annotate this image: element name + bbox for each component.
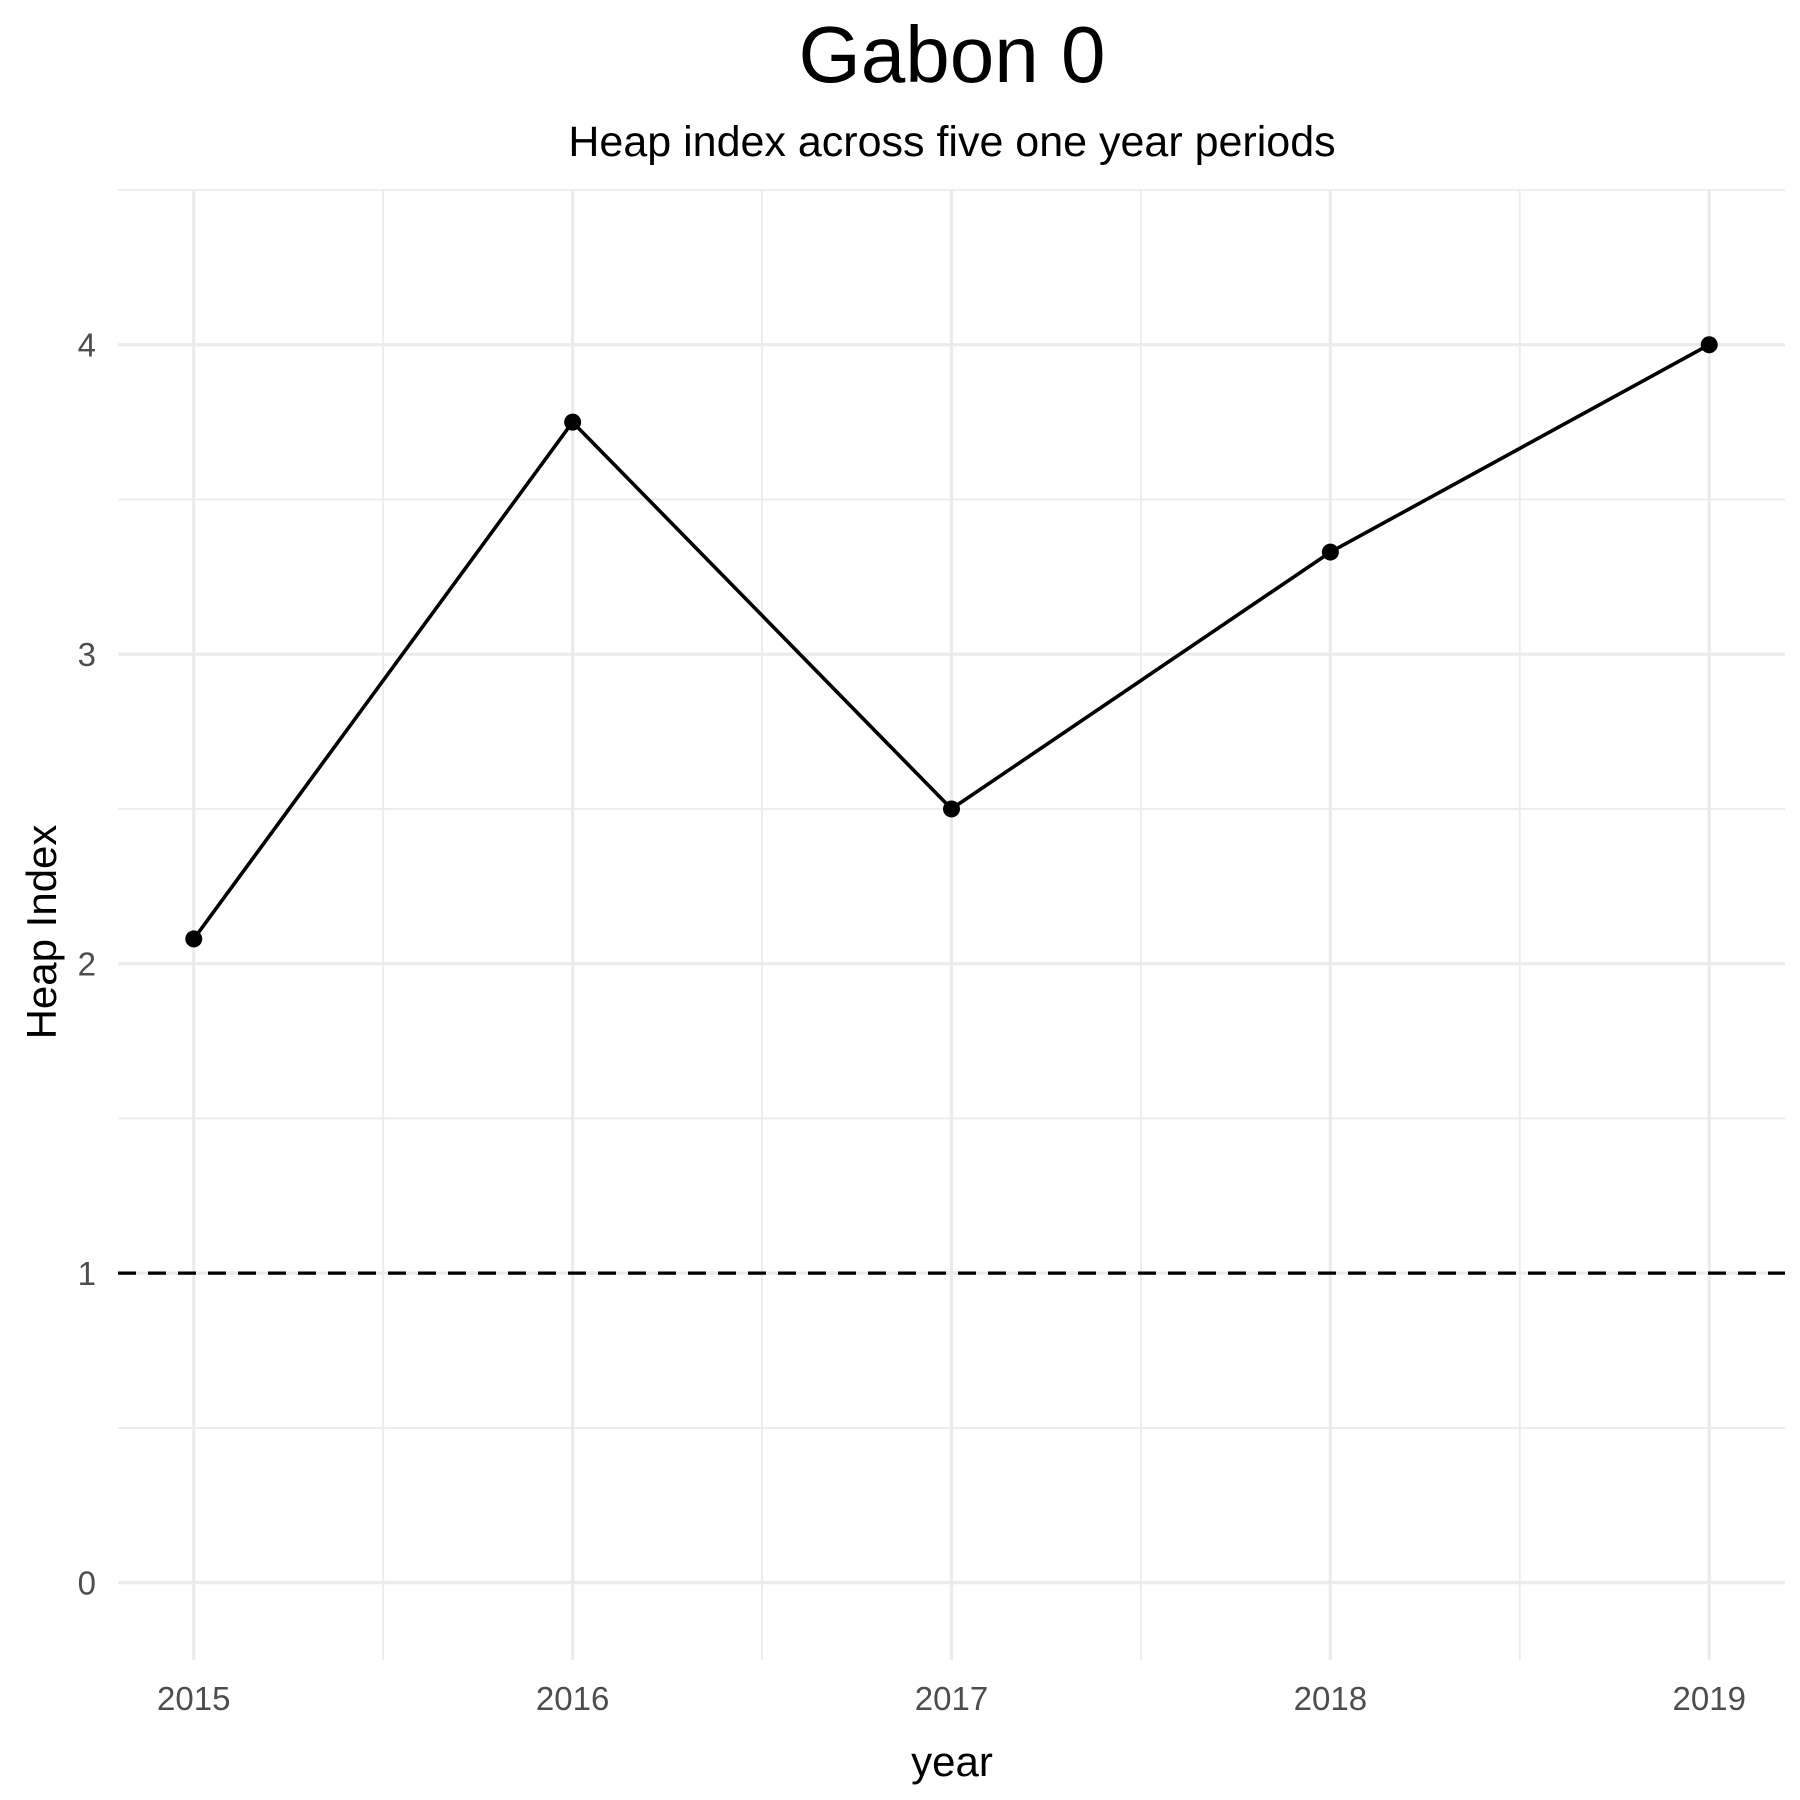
data-point <box>943 800 960 818</box>
y-tick-label: 3 <box>78 636 96 673</box>
x-tick-label: 2016 <box>536 1680 609 1717</box>
x-axis-tick-labels: 2015 2016 2017 2018 2019 <box>157 1680 1746 1717</box>
data-point <box>564 413 582 431</box>
chart-title: Gabon 0 <box>799 10 1106 99</box>
x-tick-label: 2015 <box>157 1680 230 1717</box>
x-tick-label: 2019 <box>1673 1680 1746 1717</box>
x-axis-title: year <box>911 1738 993 1785</box>
y-axis-tick-labels: 0 1 2 3 4 <box>78 327 96 1602</box>
y-tick-label: 0 <box>78 1565 96 1602</box>
data-point <box>1321 543 1339 561</box>
y-tick-label: 2 <box>78 946 96 983</box>
grid <box>118 189 1785 1660</box>
x-tick-label: 2018 <box>1294 1680 1367 1717</box>
data-point <box>1700 336 1718 354</box>
y-tick-label: 1 <box>78 1255 96 1292</box>
x-tick-label: 2017 <box>915 1680 988 1717</box>
y-tick-label: 4 <box>78 327 96 364</box>
series-group <box>185 336 1718 948</box>
data-point <box>185 930 203 948</box>
y-axis-title: Heap Index <box>18 825 65 1040</box>
chart-subtitle: Heap index across five one year periods <box>568 118 1335 166</box>
